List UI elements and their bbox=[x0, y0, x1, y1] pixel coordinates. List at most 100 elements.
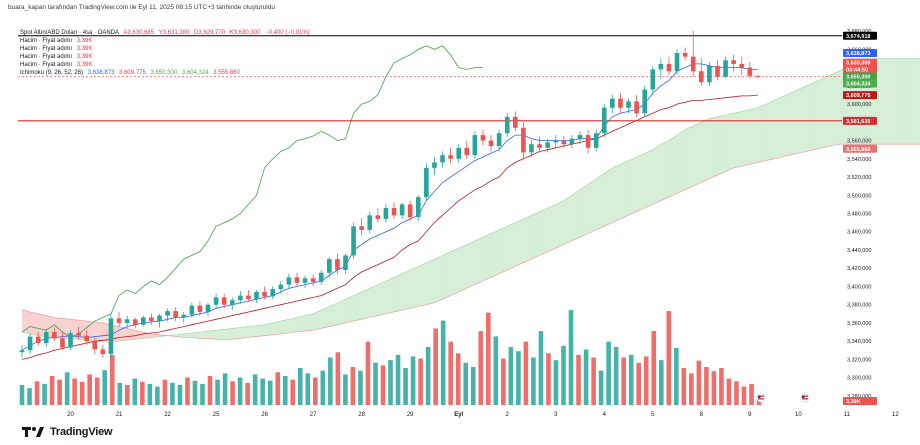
candle-body bbox=[92, 341, 98, 350]
cloud-segment bbox=[644, 149, 653, 209]
price-label-text: 3,638,873 bbox=[846, 51, 870, 57]
candle-body bbox=[440, 155, 445, 163]
legend-volume-row-3[interactable]: Hacim · Fiyat adımı 3,39K bbox=[20, 54, 95, 61]
candle-body bbox=[68, 332, 73, 348]
time-tick-label: 4 bbox=[603, 412, 607, 418]
cloud-segment bbox=[701, 118, 710, 183]
cloud-segment bbox=[903, 58, 912, 145]
volume-bar bbox=[230, 381, 235, 405]
legend-ichimoku-row[interactable]: Ichimoku (9, 26, 52, 26) 3,638,873 3,609… bbox=[20, 70, 243, 77]
candle-body bbox=[585, 135, 591, 148]
volume-bars bbox=[19, 310, 762, 405]
time-tick-label: 22 bbox=[164, 412, 171, 418]
legend-ichimoku-base: 3,609,775 bbox=[119, 70, 146, 76]
candle-body bbox=[327, 259, 332, 273]
price-label-box bbox=[843, 65, 877, 74]
volume-bar bbox=[109, 354, 115, 405]
cloud-segment bbox=[709, 116, 718, 179]
volume-bar bbox=[433, 328, 438, 405]
volume-bar bbox=[27, 388, 32, 405]
cloud-segment bbox=[733, 111, 742, 168]
legend-volume-row-1[interactable]: Hacim · Fiyat adımı 3,39K bbox=[20, 38, 95, 45]
cloud-segment bbox=[782, 93, 791, 157]
cloud-segment bbox=[677, 129, 686, 194]
candle-body bbox=[674, 53, 680, 72]
volume-bar bbox=[49, 375, 55, 405]
legend-volume-value: 3,39K bbox=[76, 54, 93, 60]
cloud-segment bbox=[523, 215, 532, 263]
time-tick-label: 20 bbox=[67, 412, 74, 418]
cloud-segment bbox=[685, 125, 694, 190]
volume-bar bbox=[313, 377, 318, 405]
volume-bar bbox=[448, 341, 453, 405]
volume-bar bbox=[410, 356, 416, 405]
candle-body bbox=[310, 278, 316, 282]
volume-bar bbox=[463, 362, 469, 405]
cloud-segment bbox=[434, 255, 443, 303]
cloud-segment bbox=[749, 107, 758, 165]
candle-body bbox=[682, 53, 688, 57]
candles[interactable] bbox=[19, 31, 761, 360]
legend-ichimoku-span-b: 3,555,860 bbox=[213, 70, 240, 76]
volume-bar bbox=[734, 381, 739, 405]
legend-change: −0,400 (−0,01%) bbox=[265, 30, 310, 36]
volume-bar bbox=[42, 383, 47, 405]
legend-open: A3,630,685 bbox=[123, 30, 155, 36]
candle-body bbox=[141, 317, 146, 325]
candle-body bbox=[246, 295, 251, 300]
cloud-segment bbox=[369, 284, 378, 318]
candle-body bbox=[731, 60, 736, 64]
volume-bar bbox=[267, 380, 273, 405]
volume-bar bbox=[666, 311, 672, 405]
time-tick-label: 10 bbox=[795, 412, 802, 418]
candle-body bbox=[165, 311, 170, 316]
us-flag-icon[interactable] bbox=[800, 393, 810, 403]
price-tick-label: 3,320,000 bbox=[847, 357, 871, 363]
volume-bar bbox=[516, 351, 521, 405]
cloud-segment bbox=[531, 211, 540, 260]
cloud-segment bbox=[539, 208, 548, 256]
cloud-segment bbox=[38, 313, 47, 337]
volume-bar bbox=[260, 378, 265, 405]
candle-body bbox=[254, 291, 259, 300]
candle-body bbox=[529, 144, 534, 153]
horizontal-lines[interactable] bbox=[18, 35, 842, 122]
legend-volume-row-2[interactable]: Hacim · Fiyat adımı 3,39K bbox=[20, 46, 95, 53]
legend-volume-row-4[interactable]: Hacim · Fiyat adımı 3,39K bbox=[20, 62, 95, 69]
volume-bar bbox=[606, 341, 611, 405]
cloud-segment bbox=[790, 89, 799, 156]
candle-body bbox=[318, 272, 324, 282]
legend-symbol[interactable]: Spot Altın/ABD Doları · 4sa · OANDA bbox=[20, 30, 120, 36]
legend-volume-value: 3,39K bbox=[76, 38, 93, 44]
volume-bar bbox=[704, 367, 709, 405]
legend-close: K3,630,300 bbox=[229, 30, 261, 36]
base-line bbox=[21, 94, 758, 360]
price-label-box bbox=[843, 144, 877, 153]
time-tick-label: 5 bbox=[651, 412, 655, 418]
candle-body bbox=[43, 332, 49, 343]
price-label-text: 3,555,860 bbox=[846, 147, 870, 153]
price-label-text: 3,581,635 bbox=[846, 119, 870, 125]
time-tick-label: 28 bbox=[358, 412, 365, 418]
volume-bar bbox=[719, 368, 724, 405]
volume-bar bbox=[222, 373, 228, 405]
price-tick-label: 3,280,000 bbox=[847, 394, 871, 400]
us-flag-icon[interactable] bbox=[756, 393, 766, 403]
tradingview-brand[interactable]: TradingView bbox=[22, 426, 113, 438]
volume-bar bbox=[177, 384, 183, 405]
volume-bar bbox=[19, 384, 25, 405]
volume-bar bbox=[696, 360, 702, 405]
legend-volume-label: Hacim · Fiyat adımı bbox=[20, 54, 73, 60]
cloud-segment bbox=[224, 328, 233, 340]
legend-high: Y3,631,380 bbox=[158, 30, 190, 36]
candle-body bbox=[658, 63, 664, 70]
volume-bar bbox=[170, 382, 175, 405]
event-flags[interactable] bbox=[756, 393, 810, 403]
time-tick-label: 25 bbox=[213, 412, 220, 418]
candle-body bbox=[472, 135, 478, 156]
cloud-segment bbox=[636, 153, 645, 212]
candle-body bbox=[213, 297, 219, 305]
legend-symbol-row: Spot Altın/ABD Doları · 4sa · OANDA A3,6… bbox=[20, 30, 313, 37]
candle-body bbox=[432, 162, 437, 168]
